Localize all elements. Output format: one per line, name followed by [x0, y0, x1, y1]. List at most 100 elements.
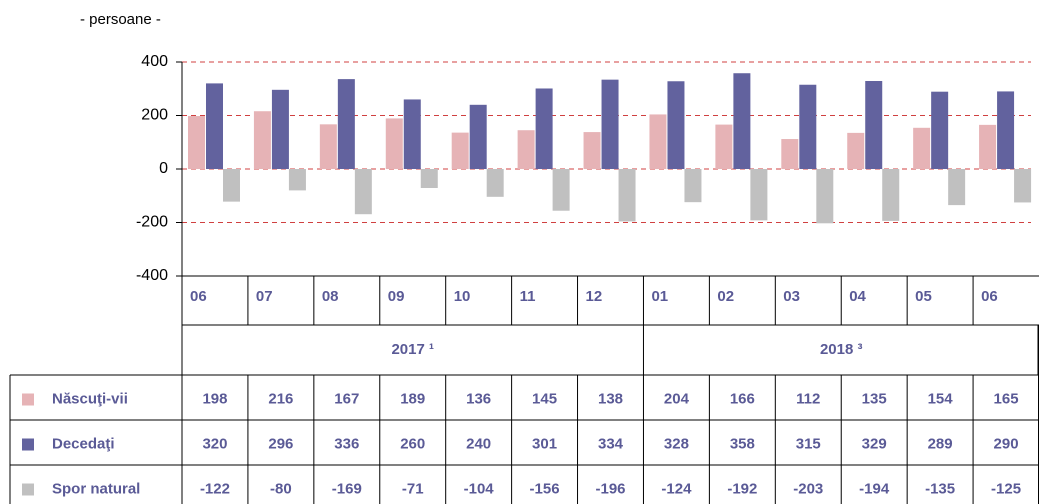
- bar: [865, 80, 883, 169]
- table-value: 167: [334, 390, 359, 407]
- bar: [223, 169, 240, 202]
- legend-label: Spor natural: [52, 480, 140, 497]
- table-value: 189: [400, 390, 425, 407]
- y-tick-label: -400: [136, 267, 168, 284]
- bar: [931, 91, 949, 169]
- table-value: 336: [334, 435, 359, 452]
- group-label: 2018 ³: [820, 341, 863, 358]
- y-tick-label: 200: [141, 107, 168, 124]
- bar: [271, 89, 289, 169]
- legend-label: Decedaţi: [52, 435, 115, 452]
- x-tick-label: 01: [651, 288, 668, 305]
- table-value: 138: [598, 390, 623, 407]
- legend-label: Născuţi-vii: [52, 390, 128, 407]
- bar: [188, 116, 205, 169]
- bar: [420, 169, 438, 188]
- bar: [206, 83, 223, 169]
- table-value: 260: [400, 435, 425, 452]
- bar: [847, 132, 865, 169]
- bar: [469, 104, 487, 169]
- bar: [583, 132, 601, 169]
- table-value: 198: [202, 390, 227, 407]
- y-tick-label: 0: [159, 160, 168, 177]
- table-value: 329: [862, 435, 887, 452]
- bar: [733, 73, 751, 169]
- table-value: 301: [532, 435, 557, 452]
- y-tick-label: -200: [136, 214, 168, 231]
- table-value: -125: [991, 480, 1021, 497]
- bar: [750, 169, 768, 221]
- bar: [799, 84, 817, 169]
- bar: [649, 114, 667, 169]
- table-value: 112: [796, 390, 820, 407]
- table-value: 320: [202, 435, 227, 452]
- x-tick-label: 08: [322, 288, 339, 305]
- x-tick-label: 03: [783, 288, 800, 305]
- table-value: -169: [332, 480, 362, 497]
- x-tick-label: 05: [915, 288, 932, 305]
- x-tick-label: 06: [981, 288, 998, 305]
- table-value: -194: [859, 480, 890, 497]
- table-value: 145: [532, 390, 557, 407]
- table-value: 165: [994, 390, 1019, 407]
- table-value: 166: [730, 390, 755, 407]
- bar: [684, 169, 702, 203]
- table-value: 358: [730, 435, 755, 452]
- bar: [403, 99, 421, 169]
- bar: [535, 88, 553, 169]
- table-value: 154: [928, 390, 954, 407]
- legend-swatch: [22, 393, 34, 406]
- bar: [552, 169, 570, 211]
- table-value: 290: [994, 435, 1019, 452]
- table-value: 315: [796, 435, 821, 452]
- table-value: -71: [402, 480, 424, 497]
- y-tick-label: 400: [141, 53, 168, 70]
- table-value: -192: [727, 480, 757, 497]
- table-value: -122: [200, 480, 230, 497]
- table-value: 334: [598, 435, 624, 452]
- x-tick-label: 09: [388, 288, 405, 305]
- bar: [715, 124, 733, 169]
- table-value: -124: [661, 480, 692, 497]
- table-value: 296: [268, 435, 293, 452]
- bar: [816, 169, 834, 224]
- bar: [288, 169, 306, 191]
- bar: [337, 79, 355, 169]
- x-tick-label: 04: [849, 288, 866, 305]
- table-value: 204: [664, 390, 690, 407]
- bar: [517, 130, 535, 169]
- group-label: 2017 ¹: [391, 341, 434, 358]
- bar: [354, 169, 372, 215]
- table-value: -156: [530, 480, 560, 497]
- legend-swatch: [22, 438, 34, 451]
- x-tick-label: 12: [586, 288, 603, 305]
- bar: [486, 169, 504, 197]
- y-axis-label: - persoane -: [80, 11, 161, 28]
- x-tick-label: 10: [454, 288, 471, 305]
- x-tick-label: 11: [520, 288, 536, 305]
- table-value: -196: [595, 480, 625, 497]
- bar: [781, 139, 799, 169]
- bar: [385, 118, 403, 169]
- bar: [667, 81, 685, 169]
- legend-swatch: [22, 483, 34, 496]
- table-value: 216: [268, 390, 293, 407]
- bar: [948, 169, 966, 206]
- table-value: -80: [270, 480, 292, 497]
- table-value: -203: [793, 480, 823, 497]
- bar: [618, 169, 636, 222]
- bar: [601, 79, 619, 169]
- table-value: -104: [464, 480, 495, 497]
- table-value: 136: [466, 390, 491, 407]
- bar: [1014, 169, 1032, 203]
- bar: [451, 132, 469, 169]
- table-value: 240: [466, 435, 491, 452]
- table-value: 135: [862, 390, 887, 407]
- bar: [997, 91, 1015, 169]
- bar: [979, 124, 997, 169]
- table-value: 328: [664, 435, 689, 452]
- table-value: 289: [928, 435, 953, 452]
- x-tick-label: 06: [190, 288, 207, 305]
- x-tick-label: 07: [256, 288, 273, 305]
- bar: [913, 127, 931, 169]
